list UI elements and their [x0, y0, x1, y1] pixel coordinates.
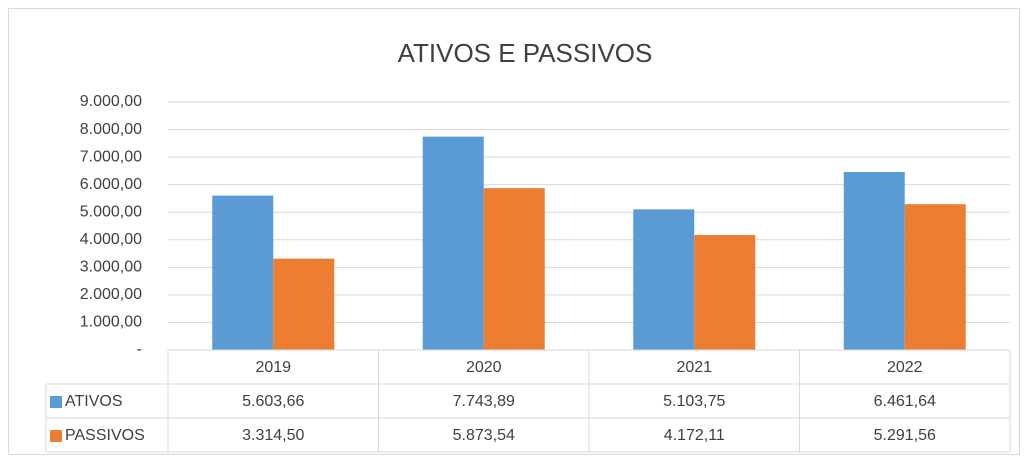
- table-value: 5.873,54: [453, 427, 515, 444]
- x-tick-label: 2021: [676, 359, 712, 376]
- bar: [904, 204, 966, 350]
- table-value: 5.603,66: [242, 393, 304, 410]
- x-tick-label: 2020: [466, 359, 502, 376]
- bar: [633, 209, 695, 350]
- bar: [212, 195, 274, 350]
- y-tick-label: 1.000,00: [80, 314, 142, 331]
- y-tick-label: 5.000,00: [80, 203, 142, 220]
- y-tick-label: 7.000,00: [80, 148, 142, 165]
- y-tick-label: 4.000,00: [80, 231, 142, 248]
- bar: [843, 171, 905, 350]
- x-tick-label: 2019: [255, 359, 291, 376]
- table-value: 5.291,56: [874, 427, 936, 444]
- legend-label: PASSIVOS: [65, 427, 145, 444]
- chart-title: ATIVOS E PASSIVOS: [398, 38, 653, 68]
- y-tick-label: 8.000,00: [80, 121, 142, 138]
- y-tick-label: 9.000,00: [80, 93, 142, 110]
- table-value: 7.743,89: [453, 393, 515, 410]
- table-value: 5.103,75: [663, 393, 725, 410]
- legend-key: [50, 430, 62, 442]
- bar: [422, 136, 484, 350]
- legend-label: ATIVOS: [65, 393, 123, 410]
- table-value: 6.461,64: [874, 393, 936, 410]
- y-tick-label: 2.000,00: [80, 286, 142, 303]
- y-tick-label: 6.000,00: [80, 176, 142, 193]
- table-value: 4.172,11: [664, 427, 725, 444]
- bar: [694, 235, 756, 350]
- y-tick-label: 3.000,00: [80, 259, 142, 276]
- x-tick-label: 2022: [887, 359, 923, 376]
- table-value: 3.314,50: [242, 427, 304, 444]
- legend-key: [50, 396, 62, 408]
- bar: [273, 258, 335, 350]
- y-tick-label: -: [137, 341, 142, 358]
- bar: [483, 188, 545, 350]
